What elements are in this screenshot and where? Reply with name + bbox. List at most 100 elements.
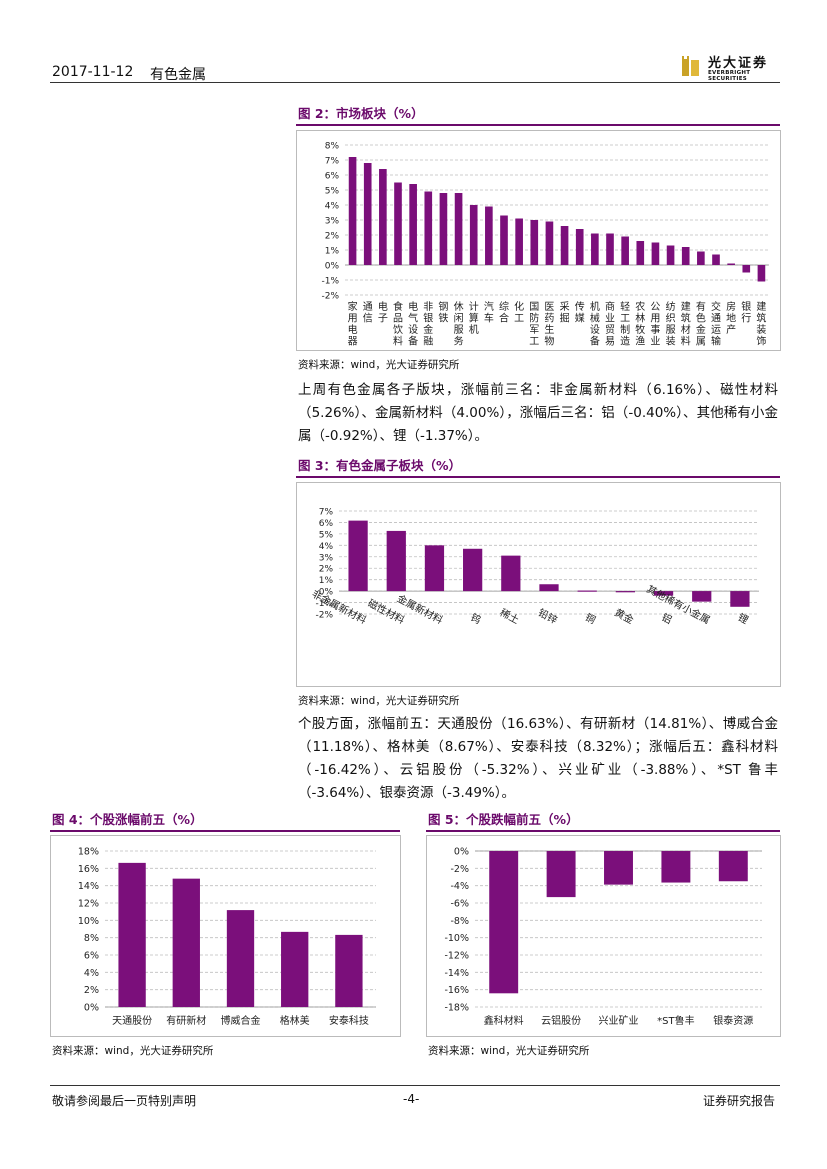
fig2-x-label: 医 [544, 301, 554, 313]
fig3-bar [539, 584, 559, 592]
fig2-x-label: 通 [363, 301, 373, 313]
fig3-bar [386, 530, 406, 592]
fig3-y-tick-label: -1% [315, 599, 333, 609]
fig3-x-label: 铝 [659, 611, 673, 626]
fig2-x-label: 工 [514, 314, 524, 325]
fig4-x-label: 博威合金 [221, 1014, 261, 1027]
fig2-x-label: 制 [620, 323, 630, 336]
fig2-x-label: 食 [393, 300, 403, 313]
fig4-title: 图 4：个股涨幅前五（%） [52, 812, 203, 827]
fig5-x-label: *ST鲁丰 [657, 1014, 694, 1027]
fig2-title-rule [296, 124, 780, 126]
fig2-x-label: 金 [696, 323, 706, 336]
fig2-x-label: 运 [711, 324, 721, 336]
fig2-y-tick-label: -1% [321, 277, 339, 287]
fig3-title: 图 3：有色金属子板块（%） [298, 458, 462, 473]
fig2-x-label: 采 [560, 301, 570, 313]
fig2-x-label: 色 [696, 312, 706, 325]
fig2-bar [363, 163, 372, 265]
fig5-y-tick-label: -4% [451, 881, 470, 892]
fig3-x-label: 稀土 [498, 606, 522, 627]
fig2-x-label: 电 [408, 300, 418, 313]
fig2-x-label: 林 [635, 312, 645, 325]
fig2-x-label: 牧 [635, 323, 645, 336]
fig3-chart: -2% -1% 0% 1% 2% 3% 4% 5% 6% 7% 非金属新材料 磁性材料 金属新材料钨稀土… [296, 482, 781, 687]
fig2-bar [606, 233, 614, 265]
fig2-bar [681, 247, 690, 265]
fig4-bar [226, 910, 255, 1007]
fig5-title: 图 5：个股跌幅前五（%） [428, 812, 579, 827]
footer-disclaimer: 敬请参阅最后一页特别声明 [52, 1094, 197, 1108]
fig3-bar [653, 591, 674, 596]
fig2-x-label: 属 [696, 336, 706, 348]
fig2-x-label: 织 [666, 313, 676, 325]
fig3-y-tick-label: 7% [319, 508, 334, 518]
fig5-y-tick-label: -18% [444, 1003, 469, 1014]
header-date: 2017-11-12 [52, 64, 134, 80]
fig2-x-label: 休 [454, 301, 464, 313]
fig2-x-label: 非 [423, 301, 433, 313]
logo-en: EVERBRIGHT SECURITIES [708, 70, 751, 82]
fig2-bar [697, 251, 705, 265]
fig2-x-label: 房 [726, 300, 736, 313]
fig2-x-label: 筑 [756, 312, 766, 325]
fig2-x-label: 机 [590, 300, 600, 313]
fig2-x-label: 化 [514, 300, 524, 313]
fig2-x-label: 防 [529, 312, 539, 325]
fig4-y-tick-label: 6% [84, 951, 99, 962]
fig3-x-label: 黄金 [612, 606, 636, 627]
fig5-chart: -18% -16% -14% -12% -10% -8% -6% -4% -2% 0% 鑫科材料 云铝… [426, 835, 781, 1037]
fig3-bar [692, 591, 712, 602]
fig4-y-tick-label: 16% [78, 864, 99, 875]
fig2-bar [636, 241, 645, 265]
fig2-bar [515, 218, 523, 265]
fig2-bar [485, 206, 493, 265]
fig2-x-label: 融 [423, 336, 433, 348]
fig2-x-label: 子 [378, 313, 388, 325]
fig5-x-label: 鑫科材料 [484, 1014, 524, 1027]
fig2-x-label: 建 [681, 300, 691, 313]
fig4-x-label: 有研新材 [166, 1014, 206, 1027]
fig3-y-tick-label: 1% [319, 576, 334, 586]
fig2-x-label: 建 [756, 300, 766, 313]
fig2-x-label: 业 [605, 313, 615, 325]
fig3-bar [463, 548, 483, 592]
fig2-x-label: 事 [650, 323, 660, 336]
fig2-x-label: 备 [408, 335, 418, 348]
page-number: -4- [403, 1092, 420, 1106]
fig2-y-tick-label: -2% [321, 292, 339, 302]
fig2-bar [530, 220, 539, 265]
fig5-bar [718, 851, 748, 882]
fig2-bar [575, 229, 584, 265]
header-rule [50, 82, 780, 83]
fig2-x-label: 气 [408, 312, 418, 325]
fig2-x-label: 筑 [681, 312, 691, 325]
footer-report-type: 证券研究报告 [703, 1094, 776, 1108]
fig2-x-label: 国 [529, 301, 539, 313]
fig4-x-label: 天通股份 [112, 1015, 152, 1027]
fig2-x-label: 金 [423, 323, 433, 336]
fig2-x-label: 车 [484, 312, 494, 325]
fig2-bar [651, 242, 660, 265]
fig4-bar [118, 862, 146, 1007]
fig2-bar [500, 215, 508, 265]
fig2-x-label: 物 [544, 335, 554, 348]
fig2-x-label: 掘 [560, 312, 570, 325]
fig2-bar [409, 184, 417, 265]
fig2-x-label: 汽 [484, 300, 494, 313]
fig2-y-tick-label: 1% [325, 247, 340, 257]
fig3-y-tick-label: 5% [319, 530, 334, 540]
fig5-y-tick-label: -14% [444, 968, 469, 979]
fig2-x-label: 械 [590, 312, 600, 325]
fig2-x-label: 行 [741, 312, 751, 325]
fig2-x-label: 饰 [756, 335, 766, 348]
logo-cn: 光大证券 [708, 56, 769, 71]
fig2-x-label: 交 [711, 300, 721, 313]
fig5-y-tick-label: -8% [451, 916, 470, 927]
fig2-bar [439, 193, 448, 265]
paragraph-1: 上周有色金属各子版块，涨幅前三名：非金属新材料（6.16%）、磁性材料（5.26… [298, 382, 778, 444]
fig4-y-tick-label: 0% [84, 1003, 99, 1014]
fig2-y-tick-label: 8% [325, 142, 340, 152]
fig2-bar [424, 191, 433, 265]
fig5-y-tick-label: -6% [451, 899, 470, 910]
